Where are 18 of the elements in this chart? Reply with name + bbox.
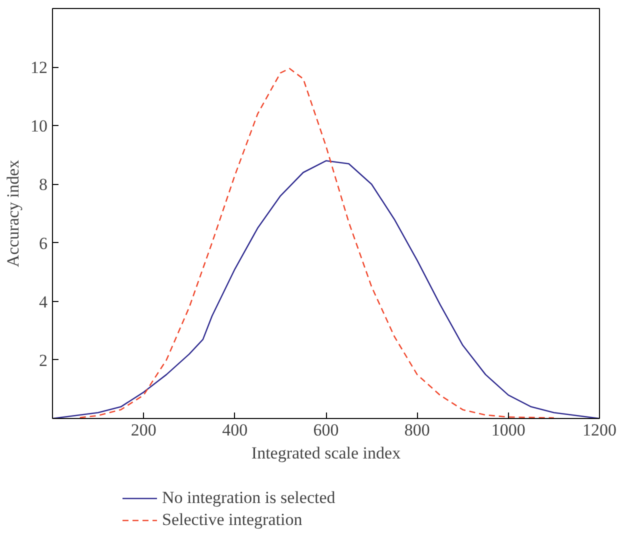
- legend-label: Selective integration: [162, 510, 302, 530]
- y-tick-label: 12: [30, 58, 48, 78]
- x-tick-label: 200: [130, 420, 156, 440]
- x-tick-label: 600: [313, 420, 339, 440]
- y-tick-label: 8: [39, 175, 48, 194]
- y-tick-label: 4: [39, 292, 48, 312]
- x-tick-label: 800: [404, 420, 430, 440]
- x-tick-label: 1200: [582, 420, 616, 440]
- y-tick-label: 10: [30, 116, 48, 136]
- x-axis-title: Integrated scale index: [251, 444, 402, 462]
- y-axis-title: Accuracy index: [4, 159, 22, 268]
- line-series: [52, 160, 600, 418]
- x-tick-label: 1000: [491, 420, 526, 440]
- x-tick-label: 400: [222, 420, 248, 440]
- legend-label: No integration is selected: [162, 488, 336, 508]
- line-series: [79, 68, 555, 418]
- y-tick-label: 2: [39, 350, 48, 370]
- y-tick-label: 6: [39, 234, 48, 253]
